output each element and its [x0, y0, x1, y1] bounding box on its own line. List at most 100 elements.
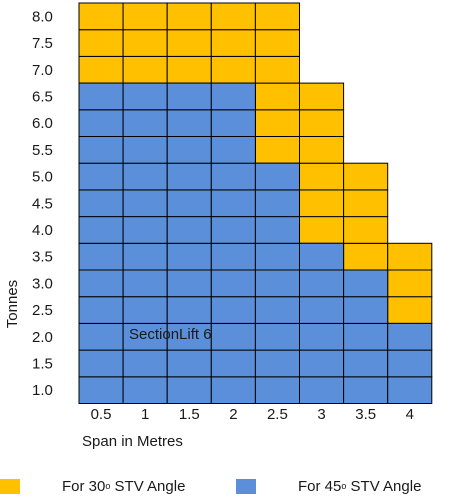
- x-tick-label: 3.5: [355, 406, 376, 423]
- y-tick-label: 7.0: [32, 62, 53, 79]
- y-tick-label: 2.5: [32, 302, 53, 319]
- grid-cell: [254, 109, 300, 138]
- grid-cell: [166, 322, 212, 351]
- y-tick-label: 6.5: [32, 88, 53, 105]
- grid-cell: [166, 136, 212, 164]
- x-tick-label: 2.5: [267, 406, 288, 423]
- grid-cell: [122, 109, 168, 138]
- grid-cell: [166, 109, 212, 138]
- x-axis-title: Span in Metres: [82, 433, 183, 450]
- grid-cell: [254, 376, 300, 404]
- grid-cell: [343, 269, 389, 298]
- grid-cell: [210, 189, 256, 218]
- grid-cell: [166, 189, 212, 218]
- grid-cell: [299, 162, 345, 191]
- grid-cell: [387, 242, 433, 271]
- grid-cell: [210, 242, 256, 271]
- grid-cell: [299, 216, 345, 244]
- x-tick-label: 1: [141, 406, 149, 423]
- grid-cell: [210, 162, 256, 191]
- grid-cell: [299, 349, 345, 378]
- grid-cell: [166, 2, 212, 31]
- grid-cell: [78, 296, 124, 324]
- grid-cell: [299, 82, 345, 111]
- y-tick-label: 4.0: [32, 222, 53, 239]
- grid-cell: [254, 216, 300, 244]
- grid-cell: [122, 29, 168, 57]
- grid-cell: [254, 349, 300, 378]
- grid-cell: [343, 162, 389, 191]
- grid-cell: [254, 242, 300, 271]
- grid-cell: [299, 136, 345, 164]
- y-tick-label: 7.5: [32, 35, 53, 52]
- grid-cell: [78, 82, 124, 111]
- grid-cell: [122, 55, 168, 84]
- grid-cell: [78, 136, 124, 164]
- y-tick-label: 4.5: [32, 195, 53, 212]
- grid-cell: [122, 216, 168, 244]
- legend-swatch-45: [236, 478, 256, 494]
- grid-cell: [122, 296, 168, 324]
- grid-cell: [299, 242, 345, 271]
- grid-cell: [343, 216, 389, 244]
- chart-annotation: SectionLift 6: [129, 326, 212, 343]
- grid-cell: [210, 296, 256, 324]
- grid-cell: [343, 322, 389, 351]
- grid-cell: [166, 349, 212, 378]
- grid-cell: [254, 2, 300, 31]
- grid-cell: [210, 109, 256, 138]
- grid-cell: [343, 242, 389, 271]
- grid-cell: [78, 269, 124, 298]
- grid-cell: [254, 296, 300, 324]
- grid-cell: [78, 29, 124, 57]
- grid-cell: [166, 55, 212, 84]
- grid-cell: [299, 109, 345, 138]
- grid-cell: [122, 2, 168, 31]
- grid-cell: [166, 162, 212, 191]
- grid-cell: [122, 349, 168, 378]
- grid-cell: [78, 109, 124, 138]
- grid-cell: [78, 2, 124, 31]
- grid-cell: [210, 349, 256, 378]
- y-tick-label: 1.0: [32, 382, 53, 399]
- x-tick-label: 1.5: [179, 406, 200, 423]
- grid-cell: [210, 376, 256, 404]
- y-tick-label: 6.0: [32, 115, 53, 132]
- y-tick-label: 5.5: [32, 142, 53, 159]
- grid-cell: [78, 376, 124, 404]
- grid-cell: [166, 29, 212, 57]
- x-tick-label: 2: [229, 406, 237, 423]
- grid-cell: [299, 189, 345, 218]
- grid-cell: [78, 55, 124, 84]
- grid-cell: [387, 349, 433, 378]
- grid-cell: [166, 376, 212, 404]
- y-tick-label: 2.0: [32, 329, 53, 346]
- grid-cell: [343, 349, 389, 378]
- grid-cell: [210, 136, 256, 164]
- grid-cell: [166, 216, 212, 244]
- grid-cell: [78, 162, 124, 191]
- grid-cell: [166, 269, 212, 298]
- grid-cell: [122, 322, 168, 351]
- grid-cell: [122, 376, 168, 404]
- grid-cell: [299, 296, 345, 324]
- y-tick-label: 3.5: [32, 249, 53, 266]
- grid-cell: [254, 162, 300, 191]
- legend-label-45: For 45o STV Angle: [298, 477, 422, 495]
- grid-cell: [210, 322, 256, 351]
- grid-cell: [299, 376, 345, 404]
- grid-cell: [343, 296, 389, 324]
- grid-cell: [254, 136, 300, 164]
- legend-45: For 45o STV Angle: [236, 475, 421, 497]
- legend-label-30: For 30o STV Angle: [62, 477, 186, 495]
- grid-cell: [78, 242, 124, 271]
- grid-cell: [254, 322, 300, 351]
- grid-cell: [78, 189, 124, 218]
- x-tick-label: 3: [317, 406, 325, 423]
- y-tick-label: 8.0: [32, 8, 53, 25]
- y-tick-label: 5.0: [32, 169, 53, 186]
- grid-cell: [210, 82, 256, 111]
- grid-cell: [78, 216, 124, 244]
- y-tick-label: 1.5: [32, 355, 53, 372]
- grid-cell: [387, 376, 433, 404]
